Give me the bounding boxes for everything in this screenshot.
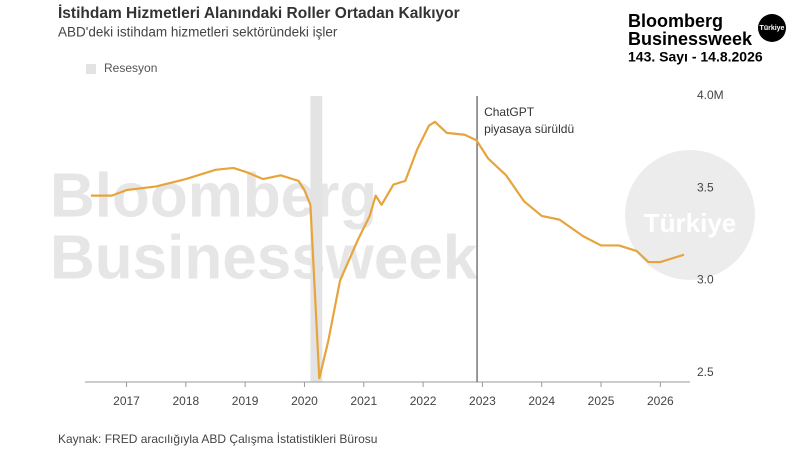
brand-name: Bloomberg [628, 11, 723, 31]
legend-label: Resesyon [104, 61, 157, 75]
source: Kaynak: FRED aracılığıyla ABD Çalışma İs… [58, 432, 377, 446]
x-tick-label: 2017 [113, 394, 140, 408]
brand-badge-circle [758, 14, 786, 42]
issue: 143. Sayı - 14.8.2026 [628, 49, 763, 65]
y-tick-label: 3.0 [697, 273, 714, 287]
y-tick-label: 4.0M [697, 88, 724, 102]
recession-band [310, 96, 323, 382]
chart-title: İstihdam Hizmetleri Alanındaki Roller Or… [58, 5, 460, 22]
x-tick-label: 2022 [410, 394, 437, 408]
annotation-text: piyasaya sürüldü [484, 122, 574, 136]
series-line [90, 120, 685, 380]
x-tick-label: 2021 [350, 394, 377, 408]
watermark: Bloomberg Businessweek Türkiye [50, 150, 755, 292]
x-tick-label: 2026 [647, 394, 674, 408]
brand-badge: Türkiye [760, 25, 785, 32]
x-tick-label: 2019 [232, 394, 259, 408]
x-tick-label: 2018 [172, 394, 199, 408]
brand-sub: Businessweek [628, 29, 753, 49]
watermark-text: Businessweek [50, 223, 478, 292]
watermark-circle [625, 150, 755, 280]
legend-swatch [86, 64, 96, 74]
y-tick-label: 3.5 [697, 180, 714, 194]
x-tick-label: 2025 [588, 394, 615, 408]
chart-subtitle: ABD'deki istihdam hizmetleri sektöründek… [58, 25, 338, 40]
x-tick-label: 2024 [528, 394, 555, 408]
watermark-badge: Türkiye [644, 208, 737, 238]
y-tick-label: 2.5 [697, 365, 714, 379]
annotation-text: ChatGPT [484, 105, 535, 119]
x-tick-label: 2023 [469, 394, 496, 408]
x-tick-label: 2020 [291, 394, 318, 408]
